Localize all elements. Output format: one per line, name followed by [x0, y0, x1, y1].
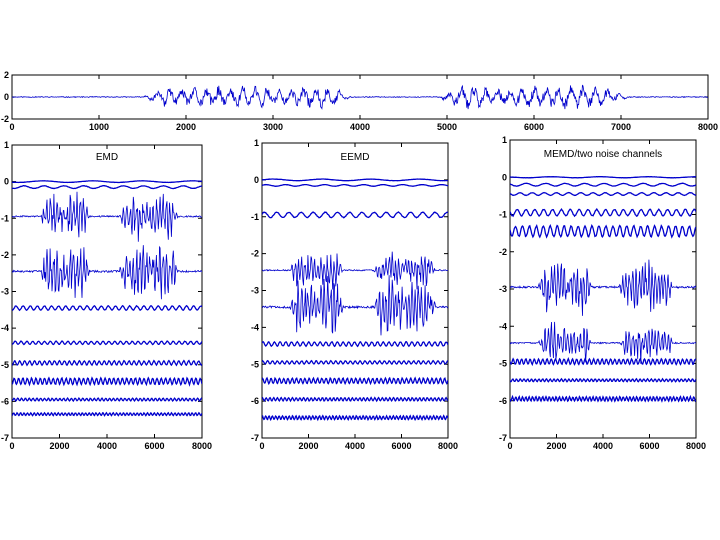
- y-tick-label: 0: [4, 92, 9, 102]
- series-line-2: [262, 211, 448, 219]
- y-tick-label: -3: [1, 287, 9, 297]
- x-tick-label: 6000: [144, 441, 164, 451]
- y-tick-label: 1: [254, 138, 259, 148]
- chart-panel-3: 0 2000 4000 6000 8000 1 0 -1 -2 -3 -4 -5 -6 -7 MEMD/tw…: [499, 135, 706, 451]
- series-line-3: [262, 251, 448, 290]
- series-line-1: [12, 185, 202, 190]
- series-line-8: [262, 396, 448, 403]
- y-tick-label: 1: [4, 140, 9, 150]
- chart-title: EMD: [96, 152, 118, 163]
- x-tick-label: 5000: [437, 122, 457, 132]
- series-line-6: [262, 359, 448, 366]
- series-line-9: [262, 414, 448, 422]
- x-tick-label: 4000: [97, 441, 117, 451]
- series-line-3: [510, 207, 696, 218]
- chart-panel-2: 0 2000 4000 6000 8000 1 0 -1 -2 -3 -4 -5 -6 -7 EEMD: [251, 138, 458, 451]
- x-tick-label: 4000: [593, 441, 613, 451]
- y-tick-label: -4: [499, 321, 507, 331]
- y-tick-label: -1: [499, 210, 507, 220]
- series-line-4: [510, 223, 696, 239]
- y-tick-label: 2: [4, 70, 9, 80]
- y-tick-label: -7: [499, 433, 507, 443]
- y-tick-label: 0: [502, 172, 507, 182]
- x-tick-label: 2000: [298, 441, 318, 451]
- series-line-7: [262, 376, 448, 386]
- series-line-0: [510, 176, 696, 179]
- x-tick-label: 0: [507, 441, 512, 451]
- chart-title: EEMD: [341, 152, 370, 163]
- series-line-5: [12, 340, 202, 346]
- x-tick-label: 7000: [611, 122, 631, 132]
- plot-frame: [261, 142, 449, 439]
- x-tick-label: 2000: [176, 122, 196, 132]
- series-line-7: [12, 376, 202, 387]
- x-tick-label: 4000: [350, 122, 370, 132]
- x-tick-label: 0: [9, 441, 14, 451]
- series-line-2: [510, 191, 696, 197]
- series-line-1: [262, 183, 448, 187]
- x-tick-label: 3000: [263, 122, 283, 132]
- y-tick-label: -7: [1, 433, 9, 443]
- series-line-9: [510, 394, 696, 403]
- series-line-3: [12, 245, 202, 300]
- y-tick-label: -5: [251, 359, 259, 369]
- x-tick-label: 1000: [89, 122, 109, 132]
- y-tick-label: -6: [499, 396, 507, 406]
- series-line-4: [262, 275, 448, 336]
- series-line-7: [510, 356, 696, 367]
- y-tick-label: -7: [251, 433, 259, 443]
- x-tick-label: 8000: [698, 122, 718, 132]
- y-tick-label: -5: [1, 360, 9, 370]
- x-tick-label: 0: [259, 441, 264, 451]
- series-line-2: [12, 191, 202, 242]
- x-tick-label: 0: [9, 122, 14, 132]
- x-tick-label: 8000: [438, 441, 458, 451]
- y-tick-label: 1: [502, 135, 507, 145]
- y-tick-label: -4: [1, 323, 9, 333]
- series-line-8: [12, 396, 202, 403]
- y-tick-label: -5: [499, 359, 507, 369]
- x-tick-label: 8000: [686, 441, 706, 451]
- chart-title: MEMD/two noise channels: [544, 149, 662, 160]
- series-line-6: [12, 359, 202, 367]
- y-tick-label: -2: [499, 247, 507, 257]
- x-tick-label: 2000: [49, 441, 69, 451]
- series-line-9: [12, 411, 202, 417]
- series-line-8: [510, 377, 696, 383]
- y-tick-label: 0: [254, 175, 259, 185]
- x-tick-label: 6000: [524, 122, 544, 132]
- y-tick-label: -4: [251, 322, 259, 332]
- series-line-1: [510, 182, 696, 187]
- y-tick-label: -1: [1, 213, 9, 223]
- x-tick-label: 6000: [391, 441, 411, 451]
- series-line-0: [12, 180, 202, 184]
- series-line-4: [12, 304, 202, 312]
- y-tick-label: -6: [251, 396, 259, 406]
- series-line-6: [510, 321, 696, 364]
- y-tick-label: 0: [4, 177, 9, 187]
- chart-panel-1: 0 2000 4000 6000 8000 1 0 -1 -2 -3 -4 -5 -6 -7 EMD: [1, 140, 212, 451]
- x-tick-label: 8000: [192, 441, 212, 451]
- y-tick-label: -3: [251, 286, 259, 296]
- y-tick-label: -1: [251, 212, 259, 222]
- series-line-5: [510, 259, 696, 316]
- x-tick-label: 2000: [546, 441, 566, 451]
- series-line-0: [262, 178, 448, 182]
- series-line-0: [12, 84, 708, 110]
- y-tick-label: -3: [499, 284, 507, 294]
- y-tick-label: -2: [1, 250, 9, 260]
- x-tick-label: 6000: [639, 441, 659, 451]
- y-tick-label: -2: [251, 249, 259, 259]
- series-line-5: [262, 340, 448, 348]
- x-tick-label: 4000: [345, 441, 365, 451]
- y-tick-label: -2: [1, 114, 9, 124]
- y-tick-label: -6: [1, 396, 9, 406]
